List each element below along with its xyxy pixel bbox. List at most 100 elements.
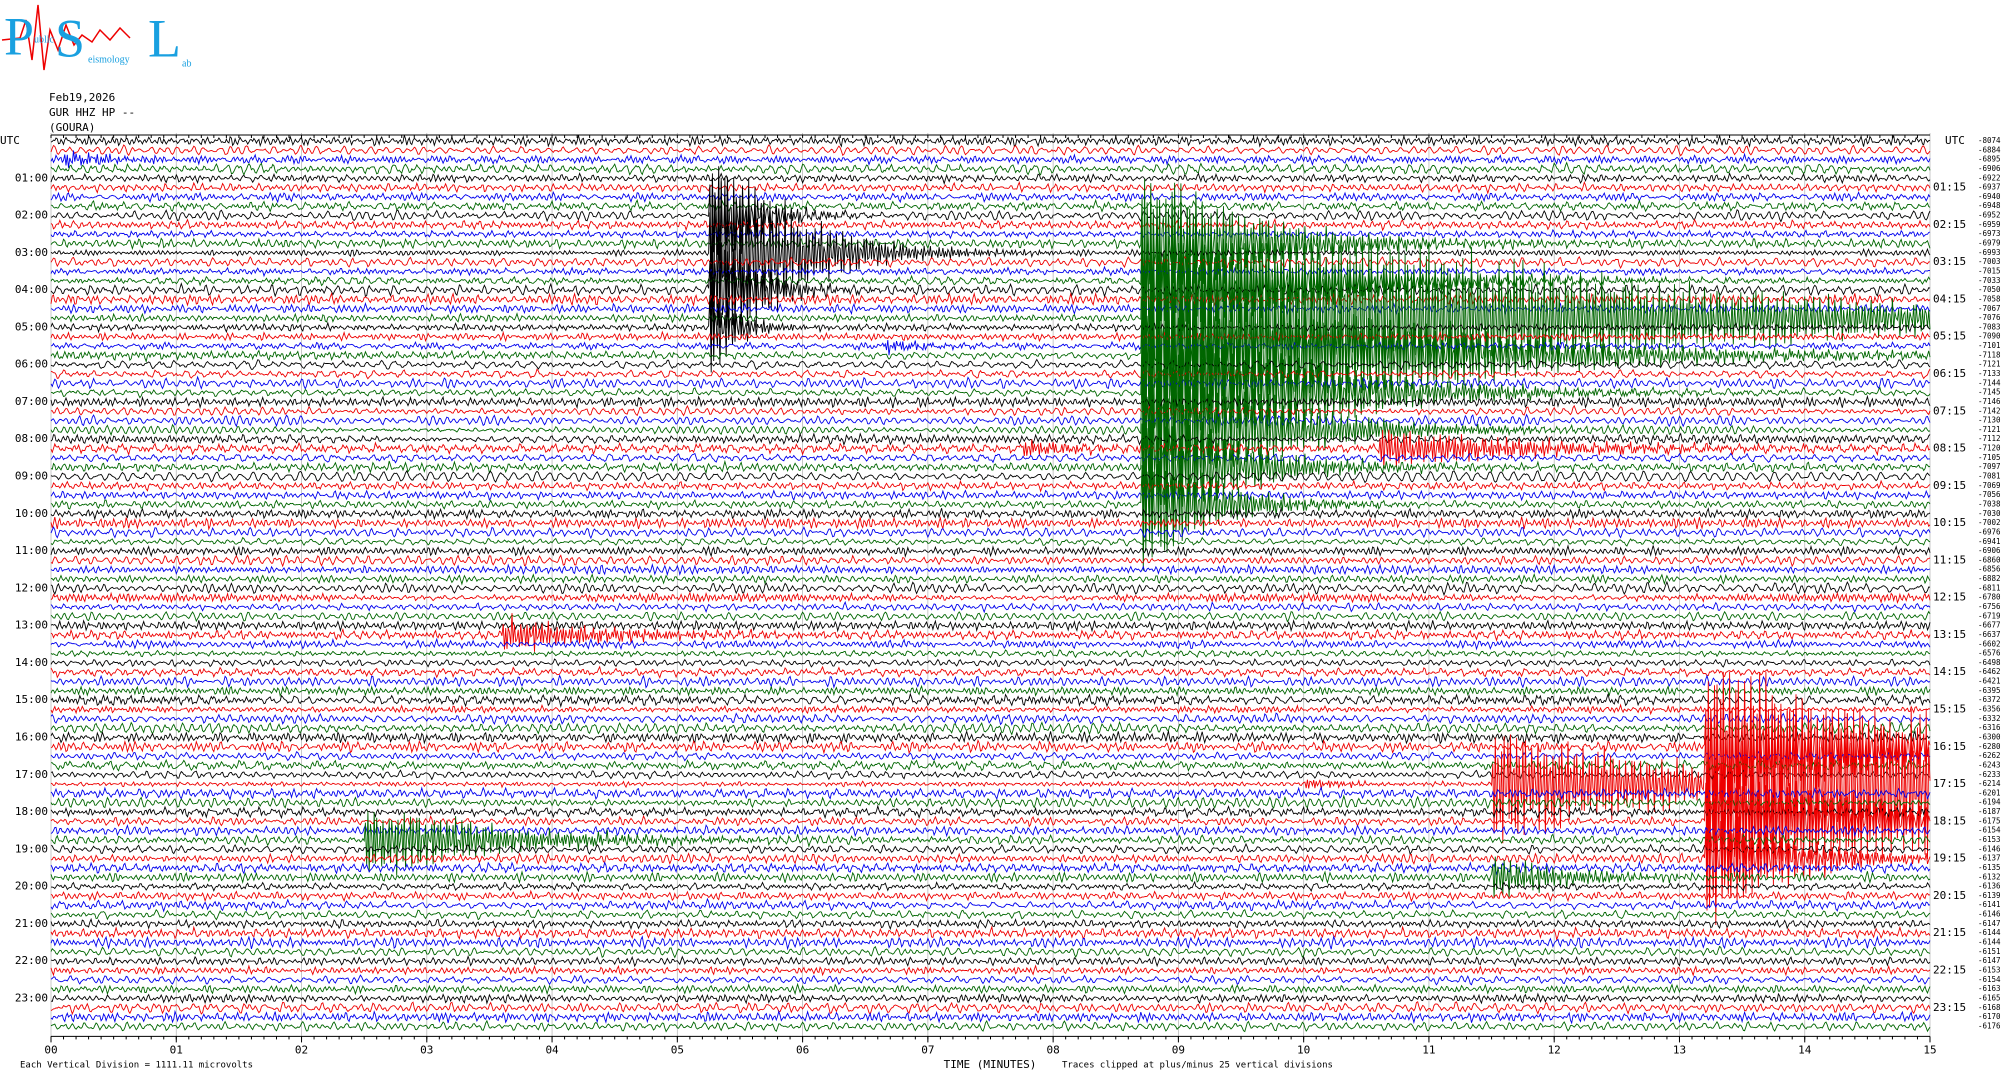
x-tick-label: 06 [796, 1043, 809, 1056]
right-time-label: 05:15 [1933, 330, 1966, 343]
trace [50, 750, 1931, 762]
trace-offset-label: -7121 [1978, 425, 2001, 434]
trace [50, 404, 1931, 417]
trace-offset-label: -6395 [1978, 686, 2001, 695]
left-time-label: 05:00 [15, 320, 48, 333]
trace-offset-label: -6194 [1978, 798, 2001, 807]
trace-offset-label: -6576 [1978, 649, 2001, 658]
trace [50, 134, 1931, 148]
trace-offset-label: -6165 [1978, 993, 2001, 1002]
trace-offset-label: -7081 [1978, 472, 2001, 481]
trace-offset-label: -7105 [1978, 453, 2001, 462]
right-time-label: 01:15 [1933, 181, 1966, 194]
x-tick-label: 04 [545, 1043, 559, 1056]
left-time-label: 07:00 [15, 395, 48, 408]
trace-offset-label: -6959 [1978, 220, 2001, 229]
trace [50, 897, 1931, 913]
left-time-label: 02:00 [15, 209, 48, 222]
trace [50, 613, 1931, 652]
station: (GOURA) [49, 121, 95, 134]
left-time-label: 17:00 [15, 768, 48, 781]
trace-offset-label: -7146 [1978, 397, 2001, 406]
trace-offset-label: -7030 [1978, 509, 2001, 518]
trace [50, 889, 1931, 903]
trace [50, 658, 1931, 668]
trace [50, 648, 1931, 659]
trace-offset-label: -6147 [1978, 919, 2001, 928]
trace [50, 982, 1931, 996]
trace-offset-label: -7067 [1978, 304, 2001, 313]
logo-word: eismology [88, 54, 130, 65]
trace [50, 637, 1931, 651]
trace [50, 330, 1931, 343]
left-time-label: 23:00 [15, 991, 48, 1004]
left-time-label: 10:00 [15, 507, 48, 520]
trace-offset-label: -6147 [1978, 956, 2001, 965]
trace [50, 600, 1931, 614]
trace-offset-label: -6719 [1978, 611, 2001, 620]
trace [50, 964, 1931, 977]
trace-offset-label: -7101 [1978, 341, 2001, 350]
trace [50, 198, 1931, 213]
trace [50, 205, 1931, 355]
trace-offset-label: -6973 [1978, 229, 2001, 238]
trace-offset-label: -7015 [1978, 266, 2001, 275]
trace-offset-label: -6948 [1978, 201, 2001, 210]
x-tick-label: 05 [671, 1043, 684, 1056]
trace-offset-label: -6462 [1978, 667, 2001, 676]
right-time-label: 21:15 [1933, 926, 1966, 939]
right-time-label: 15:15 [1933, 703, 1966, 716]
trace-offset-label: -7038 [1978, 499, 2001, 508]
trace-offset-label: -6780 [1978, 593, 2001, 602]
right-time-label: 23:15 [1933, 1001, 1966, 1014]
trace [50, 709, 1931, 860]
x-tick-label: 14 [1798, 1043, 1812, 1056]
trace-offset-label: -7058 [1978, 294, 2001, 303]
trace [50, 544, 1931, 558]
trace [50, 758, 1931, 772]
trace-offset-label: -7097 [1978, 462, 2001, 471]
logo-word: ab [182, 58, 191, 69]
left-time-label: 13:00 [15, 619, 48, 632]
trace [50, 908, 1931, 921]
trace [50, 255, 1931, 270]
left-time-label: 09:00 [15, 470, 48, 483]
trace-offset-label: -6952 [1978, 211, 2001, 220]
trace-offset-label: -8074 [1978, 136, 2001, 145]
trace-offset-label: -6176 [1978, 1021, 2001, 1030]
trace [50, 974, 1931, 986]
trace-offset-label: -6141 [1978, 900, 2001, 909]
trace [50, 794, 1931, 810]
trace-offset-label: -6937 [1978, 183, 2001, 192]
trace [50, 925, 1931, 942]
trace-offset-label: -6884 [1978, 145, 2001, 154]
left-time-label: 21:00 [15, 917, 48, 930]
right-time-label: 11:15 [1933, 553, 1966, 566]
trace [50, 746, 1931, 897]
right-time-label: 18:15 [1933, 814, 1966, 827]
trace [50, 413, 1931, 428]
trace [50, 811, 1931, 876]
trace-offset-label: -6860 [1978, 555, 2001, 564]
trace [50, 580, 1931, 597]
trace-offset-label: -7118 [1978, 350, 2001, 359]
left-time-label: 08:00 [15, 432, 48, 445]
right-title: UTC [1945, 134, 1965, 147]
right-time-label: 04:15 [1933, 292, 1966, 305]
trace [50, 392, 1931, 543]
trace [50, 935, 1931, 951]
logo-letter: L [148, 8, 181, 68]
trace [50, 171, 1931, 186]
trace [50, 181, 1931, 195]
left-time-label: 16:00 [15, 730, 48, 743]
left-time-label: 12:00 [15, 581, 48, 594]
right-time-label: 17:15 [1933, 777, 1966, 790]
left-time-label: 04:00 [15, 283, 48, 296]
trace [50, 506, 1931, 521]
trace-offset-label: -6154 [1978, 826, 2001, 835]
trace [50, 684, 1931, 698]
trace [50, 712, 1931, 726]
trace [50, 671, 1931, 822]
trace-offset-label: -7050 [1978, 285, 2001, 294]
trace-offset-label: -6677 [1978, 621, 2001, 630]
